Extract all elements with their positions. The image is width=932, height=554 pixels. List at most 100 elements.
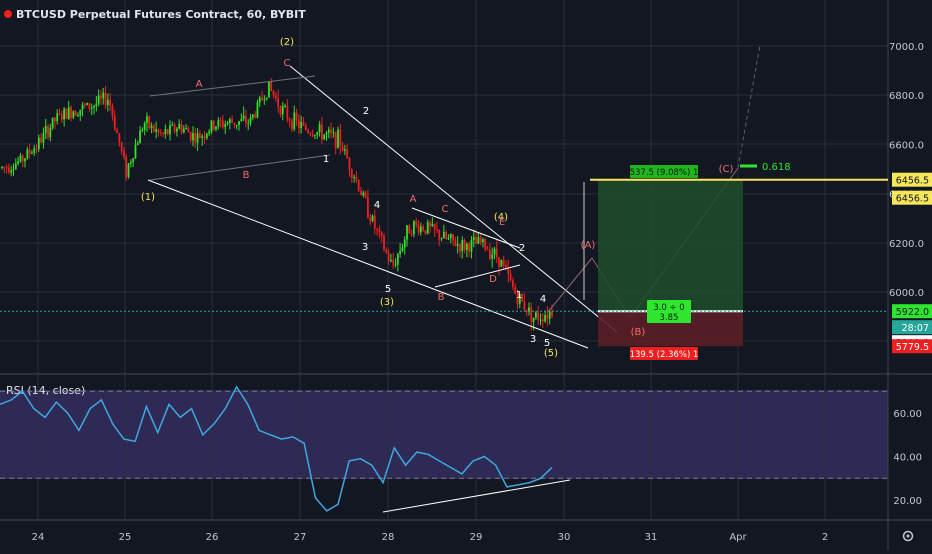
candle-body (449, 234, 452, 239)
price-badge (892, 320, 932, 335)
time-tick-label: 31 (645, 532, 658, 543)
wave-label-red: B (438, 292, 445, 303)
candle-body (376, 228, 379, 230)
candle-body (530, 307, 533, 322)
candle-body (129, 162, 132, 164)
candle-body (291, 121, 293, 130)
candle-body (180, 124, 183, 133)
candle-body (199, 133, 201, 139)
price-tick-label: 6200.0 (889, 239, 924, 250)
candle-body (488, 249, 491, 259)
rsi-tick-label: 20.00 (893, 496, 922, 507)
time-tick-label: 30 (558, 532, 571, 543)
candle-body (429, 222, 431, 227)
candle-body (228, 119, 231, 124)
candle-body (258, 97, 261, 103)
candle-body (406, 225, 408, 240)
candle-body (360, 190, 362, 196)
candle-body (26, 149, 29, 159)
triangle-lower-line (434, 264, 521, 288)
risk-reward-box (647, 300, 691, 323)
price-badge-label: 5779.5 (896, 342, 929, 353)
candle-body (139, 130, 141, 144)
candle-body (63, 108, 66, 120)
time-tick-label: 29 (470, 532, 483, 543)
candle-body (263, 99, 266, 101)
price-badge-label: 6456.5 (896, 194, 929, 205)
candle-body (479, 237, 482, 243)
candle-body (475, 237, 477, 244)
candle-body (125, 156, 128, 178)
candle-body (74, 111, 77, 116)
time-tick-label: 25 (119, 532, 132, 543)
candle-body (175, 128, 178, 132)
candle-body (353, 176, 355, 178)
candle-body (178, 124, 181, 129)
candle-body (148, 116, 151, 128)
candle-body (323, 134, 326, 140)
candle-body (134, 144, 137, 159)
risk-reward-ratio-text: 3.0 ÷ 0 (653, 303, 684, 313)
candle-body (431, 223, 434, 227)
wave-label-red: B (243, 170, 250, 181)
rsi-title: RSI (14, close) (6, 384, 85, 397)
time-tick-label: Apr (729, 532, 747, 543)
settings-gear-icon[interactable] (902, 530, 914, 542)
candle-body (502, 260, 505, 266)
candle-body (251, 114, 254, 118)
time-tick-label: 26 (206, 532, 219, 543)
candle-body (482, 239, 484, 243)
candle-body (279, 106, 282, 115)
candle-body (410, 233, 413, 235)
candle-body (58, 113, 61, 115)
candle-body (90, 107, 93, 109)
candle-body (102, 92, 105, 99)
candle-body (106, 99, 109, 106)
candle-body (286, 105, 289, 120)
stop-label-text: 139.5 (2.36%) 1 (630, 350, 699, 360)
candle-body (465, 243, 468, 251)
candle-body (162, 132, 164, 134)
wave-label-red: A (410, 194, 417, 205)
candle-body (141, 129, 144, 131)
wave-label-white: 2 (363, 106, 369, 117)
candle-body (196, 133, 199, 143)
candle-body (97, 95, 100, 104)
triangle-upper-line (411, 207, 521, 249)
candle-body (233, 122, 236, 126)
candle-body (528, 307, 530, 313)
candle-body (440, 238, 443, 240)
candle-body (35, 148, 38, 150)
candle-body (392, 260, 395, 266)
wave-label-red: D (489, 274, 497, 285)
candle-body (272, 90, 275, 96)
chart-title: BTCUSD Perpetual Futures Contract, 60, B… (16, 8, 306, 21)
wave-label-red: A (196, 79, 203, 90)
rsi-divergence-line (382, 479, 571, 513)
candle-body (500, 260, 503, 267)
candle-body (459, 244, 461, 252)
price-tick-label: 6600.0 (889, 140, 924, 151)
candle-body (327, 129, 330, 133)
candle-body (514, 286, 517, 294)
candle-body (127, 163, 130, 178)
candle-body (249, 117, 252, 123)
candle-body (484, 239, 487, 250)
candle-body (355, 176, 358, 181)
candle-body (215, 126, 217, 130)
wave-label-white: 5 (385, 284, 391, 295)
candle-body (422, 226, 425, 231)
candle-body (164, 129, 167, 134)
wave-label-yellow: (4) (494, 212, 508, 223)
candle-body (309, 132, 312, 135)
candle-body (403, 239, 406, 248)
candle-body (343, 149, 346, 151)
candle-body (47, 126, 49, 138)
candle-body (362, 192, 365, 196)
candle-body (72, 111, 75, 118)
candle-body (100, 95, 102, 99)
candle-body (366, 197, 369, 218)
candle-body (242, 115, 245, 119)
price-tick-label: 7000.0 (889, 42, 924, 53)
